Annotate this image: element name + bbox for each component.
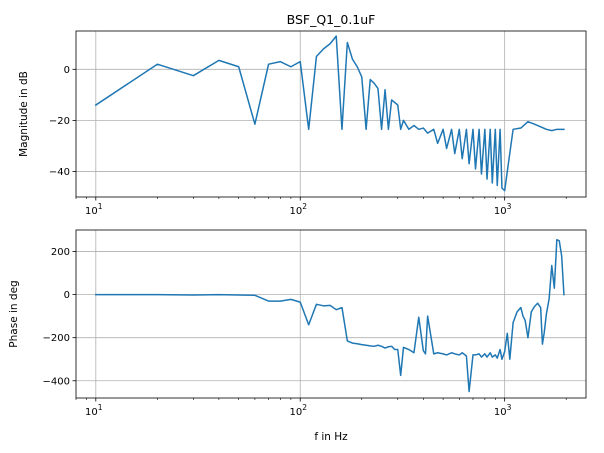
phase-series-layer xyxy=(95,238,565,393)
magnitude-y-axis-label: Magnitude in dB xyxy=(18,71,30,157)
phase-y-axis-label: Phase in deg xyxy=(8,280,20,347)
magnitude-y-tick-label: 0 xyxy=(64,65,70,76)
phase-grid xyxy=(76,230,586,398)
phase-y-tick-label: −200 xyxy=(43,333,70,344)
phase-y-tick-label: 200 xyxy=(51,247,70,258)
magnitude-y-tick-label: −20 xyxy=(49,116,70,127)
magnitude-x-tick-label: 102 xyxy=(289,202,307,217)
phase-axes-frame xyxy=(75,229,587,399)
magnitude-series-line xyxy=(94,35,565,192)
x-axis-label: f in Hz xyxy=(314,431,348,443)
magnitude-series-layer xyxy=(94,35,565,192)
phase-x-tick-label: 101 xyxy=(85,403,103,418)
phase-ticks: 101 102 103 200 0 −200 −400 xyxy=(43,247,567,418)
phase-panel: 101 102 103 200 0 −200 −400 f in Hz Phase in d… xyxy=(8,229,587,443)
phase-series-line xyxy=(95,238,565,393)
chart-title: BSF_Q1_0.1uF xyxy=(287,12,376,27)
phase-y-tick-label: −400 xyxy=(43,376,70,387)
phase-x-tick-label: 102 xyxy=(289,403,307,418)
phase-x-tick-label: 103 xyxy=(494,403,512,418)
magnitude-y-tick-label: −40 xyxy=(49,167,70,178)
magnitude-x-tick-label: 101 xyxy=(85,202,103,217)
phase-y-tick-label: 0 xyxy=(64,290,70,301)
magnitude-ticks: 101 102 103 0 −20 −40 xyxy=(49,65,567,217)
magnitude-panel: 101 102 103 0 −20 −40 BSF_Q1_0.1uF Magnitude … xyxy=(18,12,587,217)
magnitude-axes-frame xyxy=(75,30,587,198)
magnitude-x-tick-label: 103 xyxy=(494,202,512,217)
